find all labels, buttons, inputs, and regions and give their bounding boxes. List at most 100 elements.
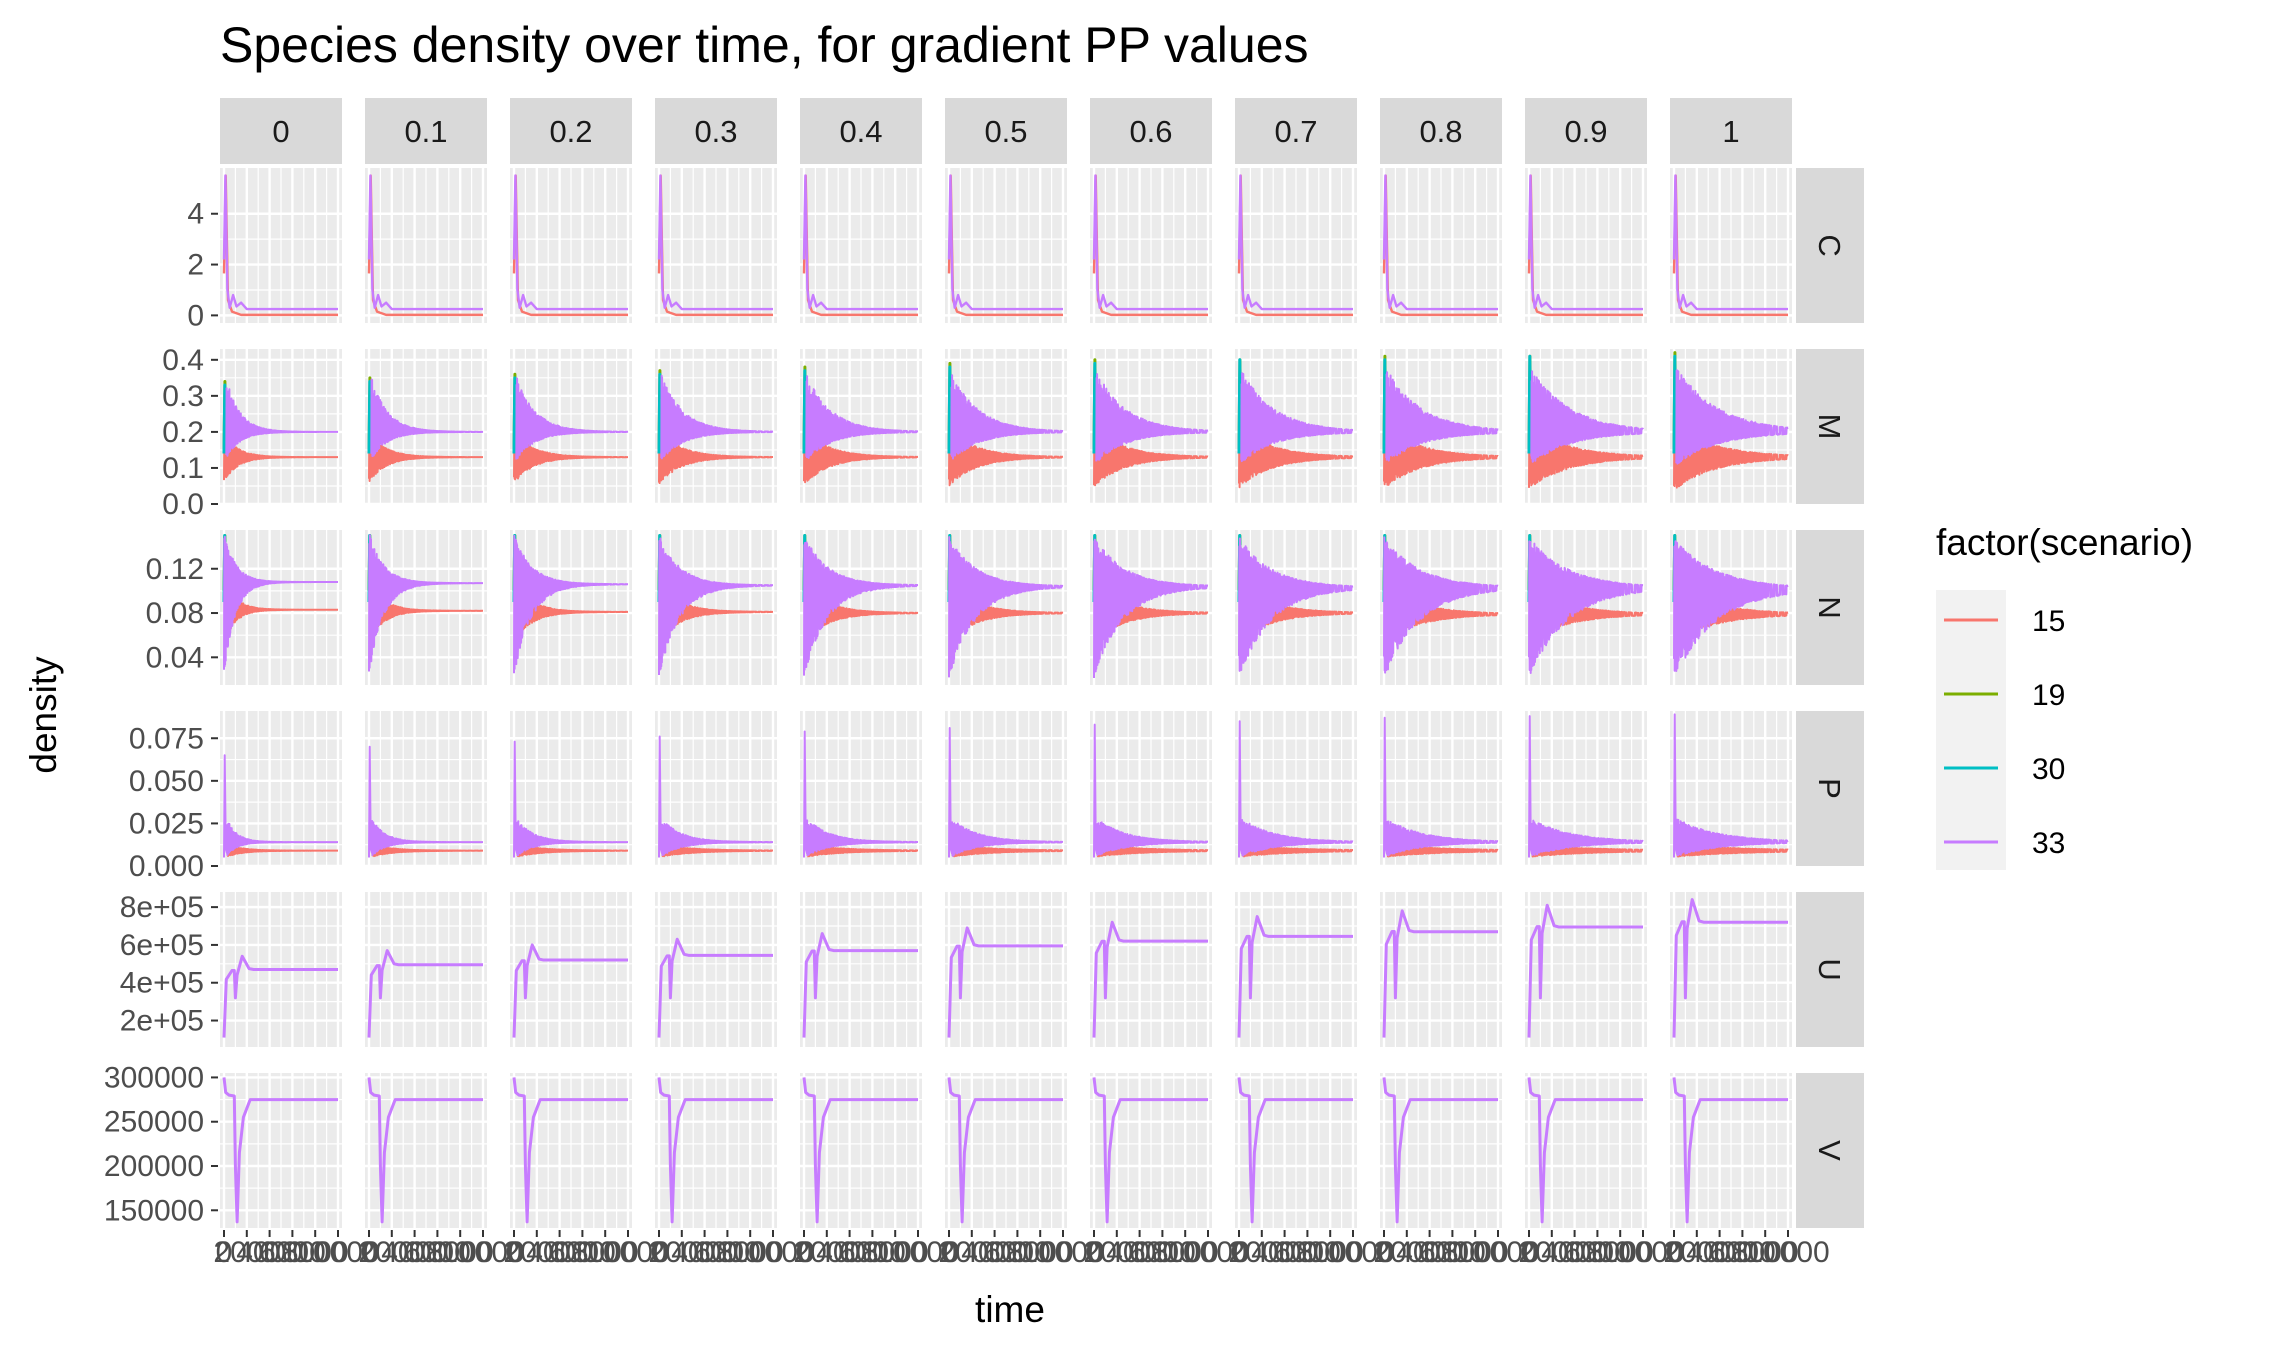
x-tick-label: 0 — [1666, 1236, 1683, 1269]
series-15-line — [1093, 429, 1209, 487]
x-tick-label: 8000 — [1007, 1236, 1074, 1269]
series-33-line — [802, 174, 918, 311]
series-group — [1092, 358, 1209, 487]
facet-panel — [800, 1073, 922, 1228]
series-group — [802, 174, 918, 317]
facet-strip-col-label: 1 — [1722, 114, 1739, 149]
legend-label-15: 15 — [2032, 605, 2065, 638]
series-group — [367, 534, 484, 672]
y-tick-label: 4 — [187, 198, 204, 231]
facet-panel — [1380, 1073, 1502, 1228]
x-tick-label: 6000 — [1419, 1236, 1486, 1269]
x-tick-label: 10000 — [1311, 1236, 1394, 1269]
facet-strip-col-label: 0.6 — [1129, 114, 1172, 149]
series-group — [1237, 915, 1353, 1038]
x-tick-label: 0 — [1376, 1236, 1393, 1269]
facet-panel — [510, 892, 632, 1047]
facet-strip-row — [1796, 892, 1864, 1047]
series-group — [947, 1077, 1063, 1224]
series-15-line — [371, 590, 484, 636]
series-group — [1673, 713, 1789, 858]
facet-panel — [655, 1073, 777, 1228]
facet-strip-row-label: P — [1812, 778, 1847, 799]
facet-panel — [1380, 530, 1502, 685]
series-group — [223, 754, 339, 858]
facet-panel — [1525, 1073, 1647, 1228]
series-group — [1672, 898, 1788, 1038]
series-33-line — [512, 174, 628, 311]
series-33-line — [802, 932, 918, 1038]
series-group — [947, 926, 1063, 1038]
series-group — [947, 174, 1063, 317]
facet-strip-col-label: 0.4 — [839, 114, 882, 149]
series-33-line — [803, 730, 919, 858]
x-tick-label: 0 — [1521, 1236, 1538, 1269]
series-33-line — [1673, 540, 1789, 673]
series-33-line — [947, 926, 1063, 1038]
x-tick-label: 6000 — [1564, 1236, 1631, 1269]
facet-panel — [1670, 530, 1792, 685]
series-group — [1382, 534, 1499, 674]
facet-panel — [655, 711, 777, 868]
series-15-line — [1238, 428, 1354, 489]
series-33-line — [222, 174, 338, 311]
y-tick-label: 300000 — [104, 1061, 204, 1094]
facet-panel — [800, 530, 922, 685]
x-tick-label: 8000 — [1152, 1236, 1219, 1269]
facet-panel — [1670, 168, 1792, 323]
series-33-line — [1382, 1077, 1498, 1224]
facet-strip-col-label: 0.3 — [694, 114, 737, 149]
facet-panel — [220, 892, 342, 1047]
x-tick-label: 6000 — [694, 1236, 761, 1269]
series-group — [1527, 354, 1644, 488]
x-tick-label: 0 — [1231, 1236, 1248, 1269]
facet-panel — [220, 349, 342, 506]
legend-title: factor(scenario) — [1936, 522, 2193, 563]
series-group — [1382, 174, 1498, 317]
series-33-line — [1237, 1077, 1353, 1224]
series-group — [802, 365, 919, 484]
facet-strip-row — [1796, 349, 1864, 504]
series-33-line — [1092, 174, 1208, 311]
facet-panel — [1670, 711, 1792, 868]
series-group — [1527, 174, 1643, 317]
facet-panel — [1090, 168, 1212, 323]
facet-strip-col — [800, 98, 922, 164]
facet-strip-col — [1670, 98, 1792, 164]
facet-strip-col-label: 0.2 — [549, 114, 592, 149]
series-group — [1382, 354, 1499, 486]
series-33-line — [1383, 536, 1499, 674]
series-group — [1672, 174, 1788, 317]
series-33-line — [657, 174, 773, 311]
series-33-line — [1675, 369, 1789, 465]
series-group — [1527, 903, 1643, 1038]
y-tick-label: 0.04 — [146, 641, 204, 674]
x-tick-label: 4000 — [526, 1236, 593, 1269]
series-33-line — [512, 1077, 628, 1224]
x-tick-label: 10000 — [1456, 1236, 1539, 1269]
y-tick-label: 2 — [187, 249, 204, 282]
series-group — [513, 740, 629, 858]
series-group — [367, 174, 483, 317]
x-tick-label: 8000 — [1587, 1236, 1654, 1269]
facet-panel — [945, 168, 1067, 323]
series-group — [512, 943, 628, 1038]
x-tick-label: 6000 — [1129, 1236, 1196, 1269]
series-group — [657, 174, 773, 317]
facet-panel — [1525, 349, 1647, 506]
facet-panel — [655, 168, 777, 323]
series-33-line — [1528, 715, 1644, 858]
series-33-line — [947, 1077, 1063, 1224]
series-group — [1672, 351, 1789, 489]
series-33-line — [1672, 174, 1788, 311]
series-33-line — [1238, 537, 1354, 672]
x-tick-label: 4000 — [1106, 1236, 1173, 1269]
x-tick-label: 8000 — [862, 1236, 929, 1269]
x-axis-title: time — [975, 1289, 1045, 1330]
y-tick-label: 0.3 — [162, 380, 204, 413]
series-group — [1092, 534, 1209, 679]
facet-panel — [800, 349, 922, 506]
x-tick-label: 4000 — [1396, 1236, 1463, 1269]
facet-panel — [220, 1073, 342, 1228]
